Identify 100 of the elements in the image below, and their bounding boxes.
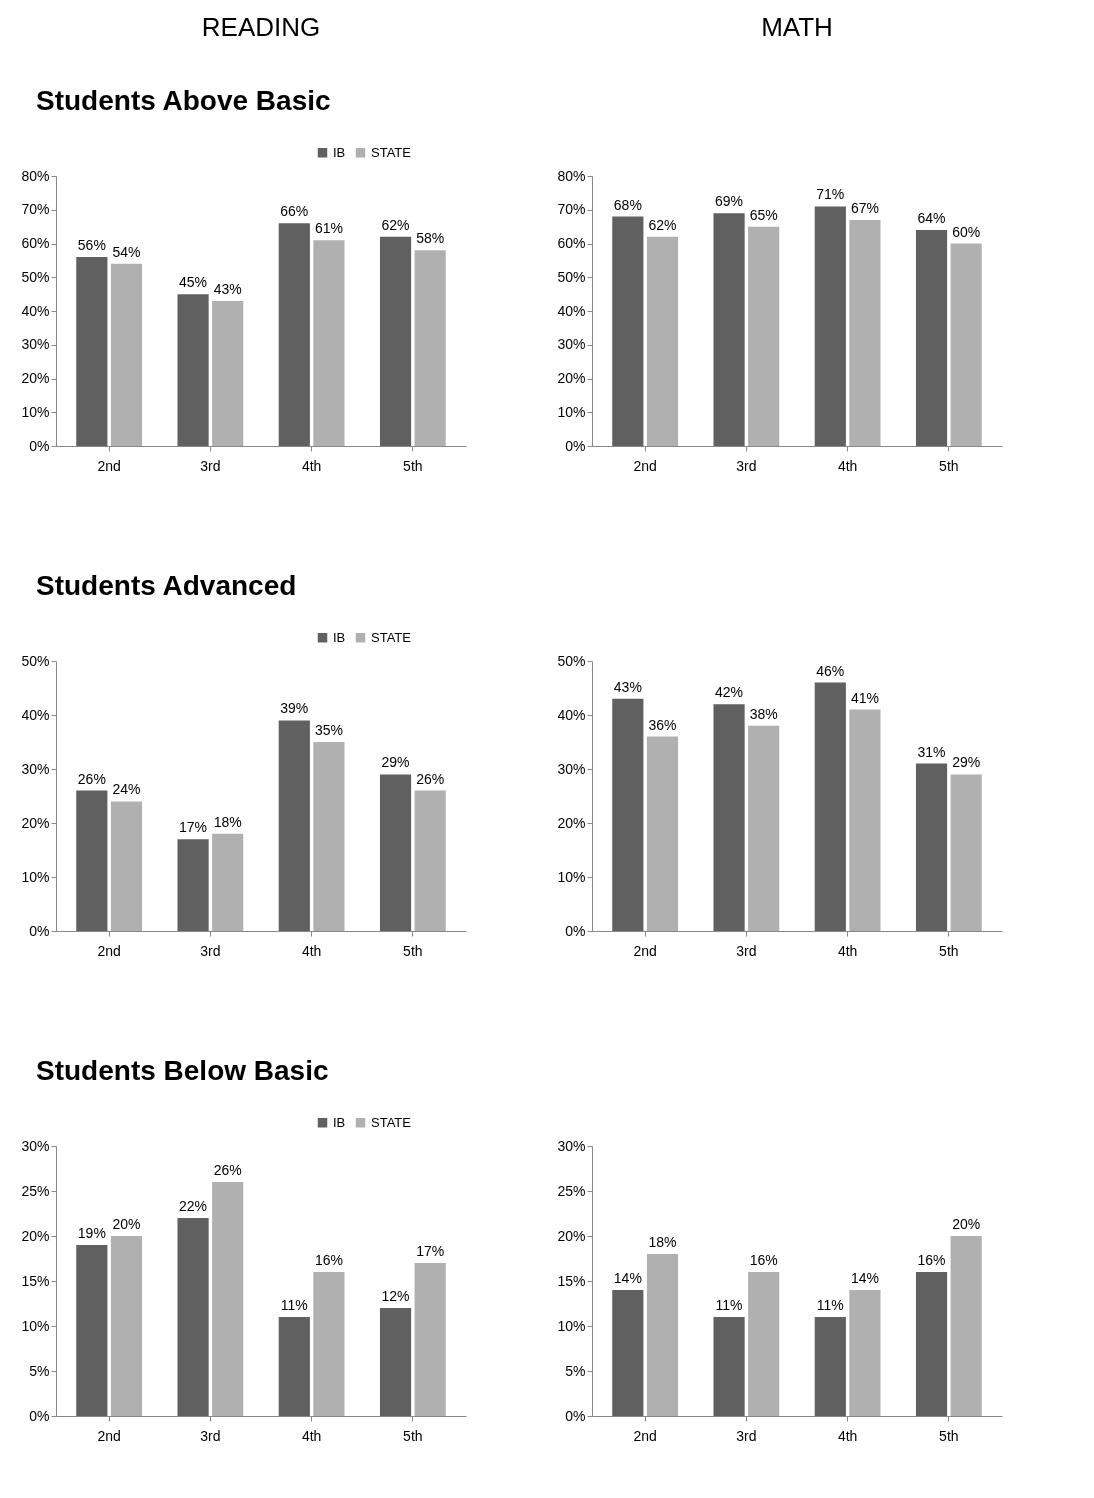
data-label: 26%	[213, 1162, 242, 1178]
data-label: 45%	[179, 274, 208, 291]
data-label: 62%	[648, 216, 677, 233]
x-tick-label: 3rd	[200, 457, 221, 474]
y-tick-label: 25%	[21, 1182, 50, 1199]
data-label: 18%	[648, 1234, 677, 1250]
data-label: 20%	[952, 1216, 981, 1232]
x-tick-label: 4th	[837, 1427, 858, 1444]
bar	[76, 257, 108, 446]
data-label: 69%	[715, 193, 744, 210]
data-label: 16%	[917, 1252, 946, 1268]
bar	[379, 774, 412, 931]
data-label: 12%	[381, 1288, 410, 1304]
data-label: 29%	[381, 754, 410, 771]
x-tick-label: 3rd	[200, 942, 221, 959]
bar	[915, 230, 948, 446]
data-label: 11%	[715, 1297, 743, 1313]
x-tick-label: 3rd	[736, 1427, 757, 1444]
y-tick-label: 50%	[557, 652, 586, 669]
x-tick-label: 5th	[939, 457, 959, 474]
y-tick-label: 60%	[21, 235, 50, 251]
y-tick-label: 5%	[565, 1362, 586, 1379]
data-label: 60%	[952, 223, 981, 240]
data-label: 71%	[816, 186, 845, 203]
y-tick-label: 20%	[557, 814, 586, 831]
y-tick-label: 0%	[565, 1407, 586, 1424]
bar	[212, 300, 244, 446]
bar	[849, 709, 881, 931]
x-tick-label: 5th	[939, 1427, 959, 1444]
bar	[612, 698, 644, 931]
y-tick-label: 50%	[21, 268, 50, 285]
bar	[110, 1236, 143, 1416]
data-label: 65%	[749, 206, 778, 223]
y-tick-label: 20%	[557, 1227, 586, 1244]
x-tick-label: 2nd	[97, 457, 121, 474]
chart-title: Students Advanced	[36, 570, 297, 601]
bar	[177, 1218, 209, 1416]
data-label: 20%	[112, 1216, 141, 1232]
bar	[646, 736, 679, 931]
data-label: 17%	[179, 819, 208, 836]
data-label: 64%	[917, 210, 946, 226]
y-tick-label: 10%	[557, 1317, 586, 1334]
y-tick-label: 20%	[21, 814, 50, 831]
y-tick-label: 0%	[29, 922, 50, 939]
bar	[76, 1245, 108, 1416]
x-tick-label: 4th	[837, 942, 858, 959]
bar	[814, 1317, 846, 1416]
y-tick-label: 30%	[21, 336, 50, 353]
text: READING	[201, 12, 321, 42]
legend-label: IB	[333, 1114, 346, 1130]
data-label: 62%	[381, 216, 410, 233]
y-tick-label: 0%	[29, 1407, 50, 1424]
y-tick-label: 60%	[557, 235, 586, 251]
bar	[814, 206, 846, 446]
x-tick-label: 3rd	[736, 942, 757, 959]
bar	[414, 1263, 446, 1416]
bar	[950, 1236, 982, 1416]
x-tick-label: 4th	[301, 457, 322, 474]
bar	[849, 219, 881, 446]
data-label: 18%	[213, 813, 242, 830]
bar	[849, 1290, 881, 1416]
y-tick-label: 50%	[557, 268, 586, 285]
y-tick-label: 30%	[21, 760, 50, 777]
bar	[814, 682, 846, 931]
bar	[278, 1317, 310, 1416]
data-label: 26%	[416, 770, 445, 787]
y-tick-label: 25%	[557, 1182, 586, 1199]
x-tick-label: 2nd	[97, 942, 121, 959]
bar	[278, 223, 310, 446]
x-tick-label: 4th	[837, 457, 858, 474]
y-tick-label: 15%	[21, 1272, 50, 1289]
bar	[414, 790, 446, 931]
bar	[646, 236, 679, 446]
bar	[915, 1272, 948, 1416]
data-label: 46%	[816, 662, 845, 679]
bar	[612, 1290, 644, 1416]
bar	[379, 1308, 412, 1416]
legend-label: STATE	[371, 629, 412, 645]
x-tick-label: 2nd	[97, 1427, 121, 1444]
data-label: 31%	[917, 743, 946, 760]
y-tick-label: 40%	[21, 706, 50, 723]
y-tick-label: 50%	[21, 652, 50, 669]
y-tick-label: 40%	[557, 706, 586, 723]
data-label: 56%	[77, 237, 106, 253]
y-tick-label: 40%	[557, 302, 586, 319]
y-tick-label: 30%	[557, 1137, 586, 1154]
bar	[313, 240, 345, 446]
bar	[646, 1254, 679, 1416]
y-tick-label: 20%	[21, 370, 50, 386]
y-tick-label: 10%	[557, 403, 586, 420]
x-tick-label: 5th	[403, 942, 423, 959]
bar	[212, 833, 244, 931]
bar	[177, 839, 209, 931]
data-label: 19%	[77, 1225, 106, 1241]
bar	[110, 263, 143, 446]
y-tick-label: 30%	[557, 336, 586, 353]
y-tick-label: 10%	[21, 868, 50, 885]
text: MATH	[761, 12, 833, 42]
bar	[713, 704, 745, 931]
data-label: 14%	[613, 1270, 642, 1286]
